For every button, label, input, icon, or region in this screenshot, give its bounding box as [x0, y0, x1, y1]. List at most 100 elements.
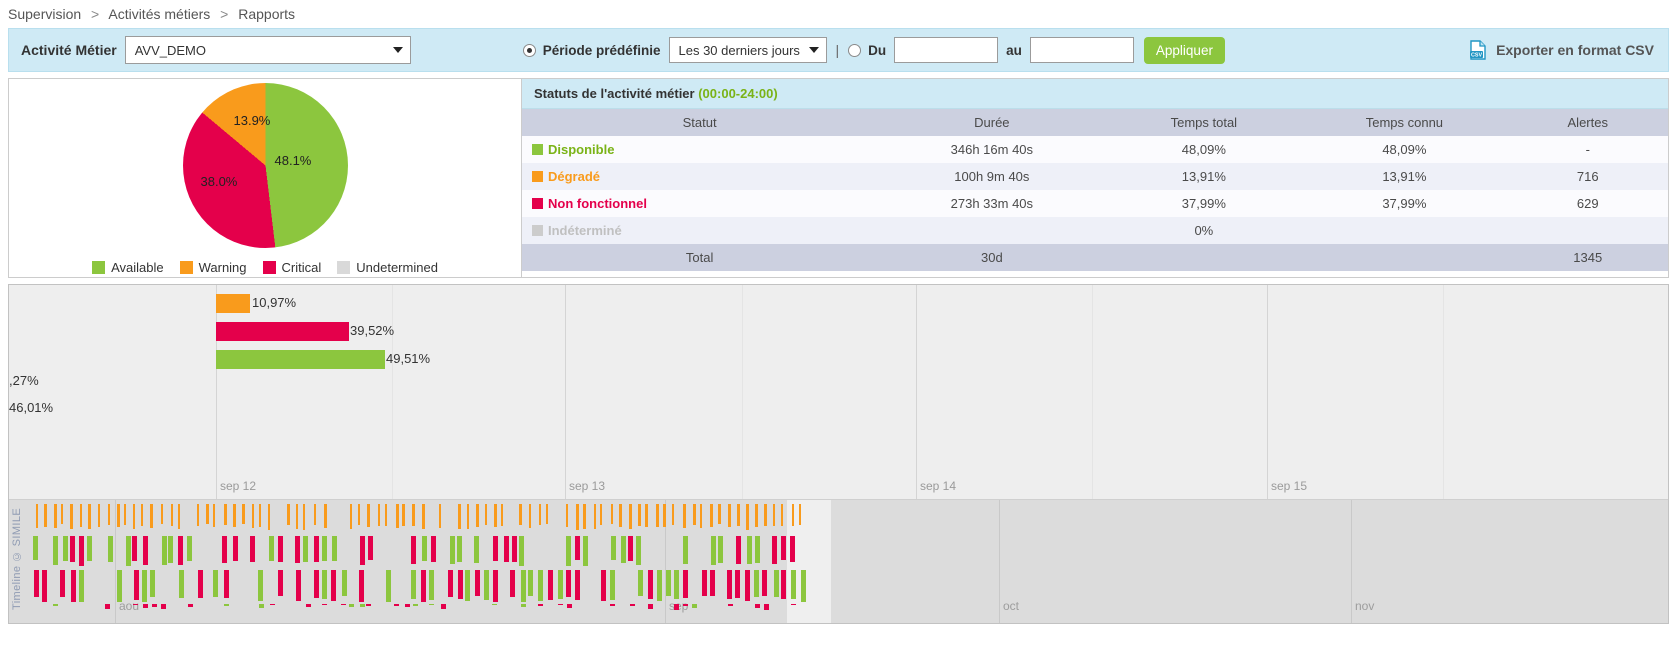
- overview-event-tick: [34, 570, 39, 597]
- apply-button[interactable]: Appliquer: [1143, 36, 1225, 64]
- pie-label-available: 48.1%: [274, 153, 312, 168]
- timeline-gridline: [1267, 285, 1268, 499]
- overview-event-tick: [314, 504, 316, 525]
- overview-event-tick: [710, 504, 713, 527]
- overview-event-tick: [350, 504, 352, 529]
- overview-event-tick: [594, 504, 596, 529]
- legend-item-critical[interactable]: Critical: [262, 260, 321, 275]
- row-temps-connu: 37,99%: [1382, 196, 1427, 211]
- col-header-temps-total[interactable]: Temps total: [1106, 109, 1302, 136]
- overview-event-tick: [575, 570, 580, 600]
- overview-event-tick: [450, 536, 455, 564]
- timeline-panel[interactable]: 10,97% 39,52% 49,51% ,27% 46,01% sep 12 …: [8, 284, 1669, 624]
- legend-item-undetermined[interactable]: Undetermined: [337, 260, 438, 275]
- table-row[interactable]: Dégradé 100h 9m 40s 13,91% 13,91% 716: [522, 163, 1668, 190]
- svg-text:CSV: CSV: [1471, 53, 1482, 59]
- overview-event-tick: [79, 570, 84, 602]
- row-temps-total: 48,09%: [1181, 142, 1226, 157]
- table-row[interactable]: Disponible 346h 16m 40s 48,09% 48,09% -: [522, 136, 1668, 163]
- overview-event-tick: [611, 536, 616, 560]
- row-duree: 273h 33m 40s: [950, 196, 1034, 211]
- overview-event-tick: [143, 604, 148, 608]
- overview-event-tick: [405, 604, 410, 607]
- overview-event-tick: [492, 604, 497, 605]
- legend-item-warning[interactable]: Warning: [179, 260, 247, 275]
- row-temps-total: 37,99%: [1181, 196, 1226, 211]
- overview-event-tick: [168, 536, 173, 563]
- timeline-overview-rail[interactable]: aou sep oct nov: [31, 500, 1668, 623]
- overview-event-tick: [566, 536, 571, 566]
- breadcrumb-item-rapports[interactable]: Rapports: [238, 6, 296, 22]
- table-row[interactable]: Indéterminé 0%: [522, 217, 1668, 244]
- overview-event-tick: [519, 504, 522, 525]
- overview-event-tick: [378, 504, 380, 526]
- overview-event-tick: [322, 570, 327, 599]
- timeline-main-band[interactable]: 10,97% 39,52% 49,51% ,27% 46,01% sep 12 …: [9, 285, 1668, 499]
- overview-event-tick: [493, 570, 498, 602]
- status-table: Statut Durée Temps total Temps connu Ale…: [522, 109, 1668, 271]
- status-swatch-disponible: [532, 144, 543, 155]
- overview-event-tick: [429, 570, 434, 600]
- overview-event-tick: [162, 536, 167, 565]
- filter-toolbar: Activité Métier AVV_DEMO Période prédéfi…: [8, 28, 1669, 72]
- overview-event-tick: [683, 536, 688, 564]
- legend-item-available[interactable]: Available: [92, 260, 164, 275]
- overview-event-tick: [303, 536, 308, 562]
- period-select[interactable]: Les 30 derniers jours: [668, 37, 827, 63]
- row-temps-total: 13,91%: [1181, 169, 1226, 184]
- breadcrumb-item-activites-metiers[interactable]: Activités métiers: [108, 6, 211, 22]
- gantt-bar-available[interactable]: [216, 350, 385, 369]
- overview-month-oct: oct: [1003, 599, 1020, 613]
- breadcrumb-item-supervision[interactable]: Supervision: [8, 6, 82, 22]
- overview-event-tick: [152, 604, 157, 607]
- export-csv-button[interactable]: CSV Exporter en format CSV: [1468, 40, 1654, 60]
- row-alertes: -: [1585, 142, 1590, 157]
- timeline-overview-band[interactable]: Timeline © SIMILE aou sep oct nov: [9, 499, 1668, 623]
- col-header-statut[interactable]: Statut: [522, 109, 878, 136]
- overview-event-tick: [656, 504, 659, 527]
- overview-event-tick: [790, 536, 795, 562]
- overview-event-tick: [441, 604, 446, 609]
- overview-event-tick: [422, 536, 427, 561]
- overview-event-tick: [566, 570, 571, 597]
- status-swatch-degrade: [532, 171, 543, 182]
- col-header-temps-connu[interactable]: Temps connu: [1301, 109, 1508, 136]
- date-to-input[interactable]: [1029, 37, 1134, 63]
- overview-event-tick: [538, 604, 543, 606]
- overview-event-tick: [610, 570, 615, 600]
- overview-event-tick: [252, 504, 254, 528]
- overview-month-aou: aou: [119, 599, 140, 613]
- overview-event-tick: [161, 604, 166, 609]
- overview-event-tick: [601, 570, 606, 601]
- overview-event-tick: [411, 536, 416, 564]
- gantt-bar-label-available: 49,51%: [386, 351, 431, 366]
- activity-select[interactable]: AVV_DEMO: [124, 36, 411, 64]
- gantt-bar-critical[interactable]: [216, 322, 349, 341]
- overview-event-tick: [791, 570, 796, 599]
- date-from-input[interactable]: [894, 37, 999, 63]
- overview-event-tick: [306, 604, 311, 607]
- overview-event-tick: [44, 504, 47, 527]
- overview-event-tick: [781, 570, 786, 599]
- overview-event-tick: [529, 504, 531, 528]
- overview-month-nov: nov: [1355, 599, 1375, 613]
- gantt-bar-warning[interactable]: [216, 294, 250, 313]
- radio-plage-dates[interactable]: [848, 43, 862, 57]
- overview-event-tick: [117, 570, 122, 602]
- overview-event-tick: [132, 536, 137, 561]
- overview-event-tick: [143, 536, 148, 565]
- overview-event-tick: [53, 536, 58, 565]
- simile-brand-label: Timeline © SIMILE: [11, 507, 23, 610]
- overview-event-tick: [368, 536, 373, 560]
- overview-event-tick: [519, 536, 524, 566]
- radio-periode-predefinie[interactable]: [522, 43, 536, 57]
- table-row[interactable]: Non fonctionnel 273h 33m 40s 37,99% 37,9…: [522, 190, 1668, 217]
- col-header-duree[interactable]: Durée: [877, 109, 1107, 136]
- col-header-alertes[interactable]: Alertes: [1507, 109, 1668, 136]
- status-pie-panel: 48.1% 13.9% 38.0% Available Warning Crit…: [9, 79, 521, 277]
- overview-event-tick: [645, 504, 648, 527]
- overview-event-tick: [342, 570, 347, 596]
- overview-event-tick: [71, 570, 76, 602]
- overview-event-tick: [360, 536, 365, 565]
- total-temps-total: [1106, 244, 1301, 271]
